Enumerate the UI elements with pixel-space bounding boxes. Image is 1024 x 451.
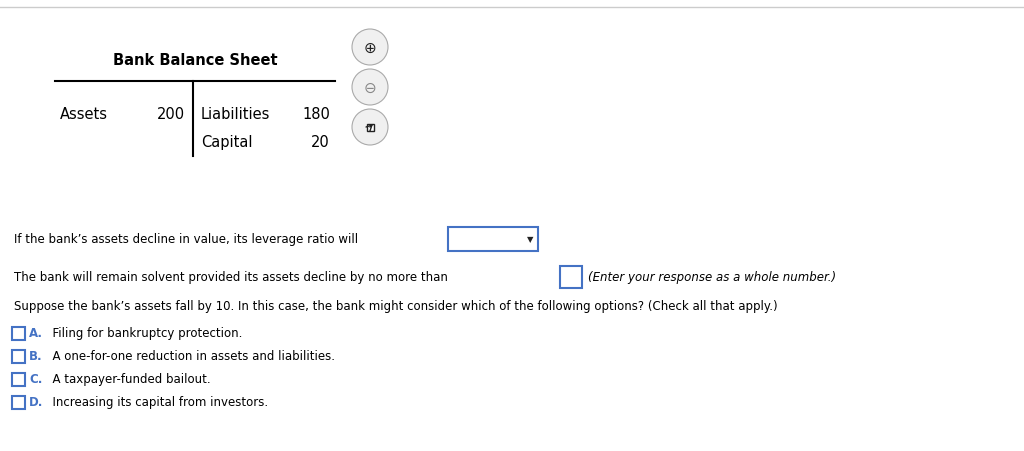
Circle shape	[352, 30, 388, 66]
Bar	[560, 267, 582, 288]
Text: Increasing its capital from investors.: Increasing its capital from investors.	[45, 396, 268, 409]
Text: Bank Balance Sheet: Bank Balance Sheet	[113, 53, 278, 68]
Circle shape	[352, 70, 388, 106]
Text: ⊖: ⊖	[364, 80, 377, 95]
Bar	[12, 350, 25, 363]
Bar	[12, 396, 25, 409]
Text: ▼: ▼	[526, 235, 534, 244]
Text: Filing for bankruptcy protection.: Filing for bankruptcy protection.	[45, 327, 243, 340]
Text: Suppose the bank’s assets fall by 10. In this case, the bank might consider whic: Suppose the bank’s assets fall by 10. In…	[14, 300, 777, 313]
Text: 200: 200	[157, 107, 185, 122]
Text: (Enter your response as a whole number.): (Enter your response as a whole number.)	[588, 271, 837, 284]
Text: B.: B.	[29, 350, 43, 363]
Text: 180: 180	[302, 107, 330, 122]
Bar	[367, 124, 374, 131]
Bar	[12, 327, 25, 340]
Text: A taxpayer-funded bailout.: A taxpayer-funded bailout.	[45, 373, 211, 386]
Text: If the bank’s assets decline in value, its leverage ratio will: If the bank’s assets decline in value, i…	[14, 233, 358, 246]
Text: Liabilities: Liabilities	[201, 107, 270, 122]
Text: C.: C.	[29, 373, 42, 386]
Text: ⊕: ⊕	[364, 41, 377, 55]
Text: 20: 20	[311, 135, 330, 150]
Circle shape	[352, 110, 388, 146]
Text: A.: A.	[29, 327, 43, 340]
Bar	[449, 227, 538, 252]
Bar	[12, 373, 25, 386]
Text: A one-for-one reduction in assets and liabilities.: A one-for-one reduction in assets and li…	[45, 350, 335, 363]
Text: The bank will remain solvent provided its assets decline by no more than: The bank will remain solvent provided it…	[14, 271, 447, 284]
Text: Assets: Assets	[60, 107, 108, 122]
Text: D.: D.	[29, 396, 43, 409]
Text: Capital: Capital	[201, 135, 253, 150]
